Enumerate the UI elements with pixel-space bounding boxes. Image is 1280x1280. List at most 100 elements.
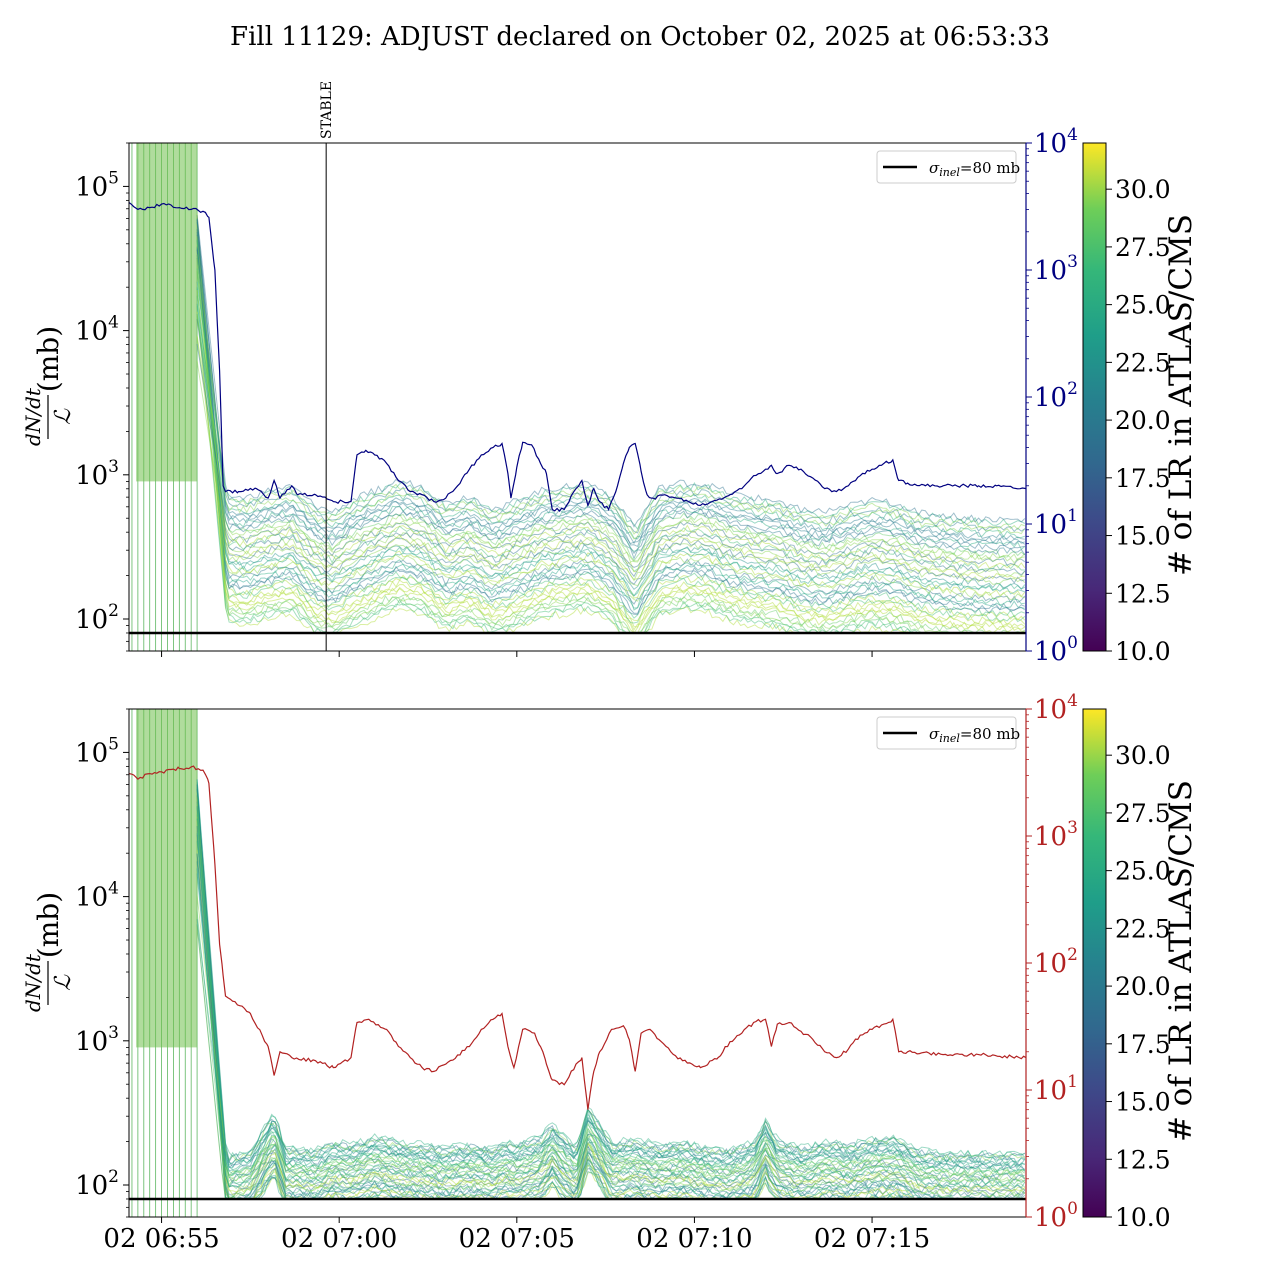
lr-trace — [196, 271, 1025, 619]
colorbar-label: # of LR in ATLAS/CMS — [1163, 214, 1199, 576]
lr-trace — [196, 818, 1025, 1169]
lr-trace — [196, 268, 1025, 572]
y-tick-label: 102 — [75, 1167, 119, 1201]
lr-trace — [196, 895, 1025, 1162]
lr-trace — [196, 826, 1026, 1192]
lr-trace — [196, 814, 1025, 1177]
lr-trace — [196, 281, 1026, 530]
colorbar-tick-label: 17.5 — [1115, 1030, 1171, 1059]
colorbar-tick-label: 12.5 — [1115, 579, 1171, 608]
lr-trace — [196, 239, 1025, 611]
lr-trace — [196, 783, 1026, 1184]
lr-trace — [196, 911, 1026, 1199]
lr-trace — [196, 318, 1026, 568]
legend-label: σinel=80 mb — [929, 159, 1020, 179]
lr-trace — [196, 853, 1026, 1171]
y-label-unit: (mb) — [32, 892, 65, 958]
top-colorbar: 10.0 12.5 15.0 17.5 20.0 22.5 25.0 27.5 30.0 # of… — [1082, 142, 1199, 666]
right-y-tick-label: 101 — [1034, 506, 1078, 540]
lr-trace — [196, 270, 1025, 580]
bottom-panel: 102 103 104 105 100 101 102 103 104 02 06:55 02 07… — [21, 691, 1078, 1254]
colorbar-tick-label: 27.5 — [1115, 233, 1171, 262]
lr-early-band — [136, 709, 198, 1048]
lr-trace — [196, 779, 1026, 1200]
lr-ensemble — [131, 709, 1026, 1217]
lr-trace — [196, 288, 1026, 597]
colorbar-gradient — [1082, 708, 1107, 1218]
right-axis-series-line — [129, 202, 1026, 513]
lr-trace — [196, 813, 1026, 1199]
lr-trace — [196, 336, 1026, 599]
lr-trace — [196, 785, 1026, 1168]
lr-trace — [196, 286, 1026, 624]
bottom-colorbar: 10.0 12.5 15.0 17.5 20.0 22.5 25.0 27.5 30.0 # of… — [1082, 708, 1199, 1232]
lr-trace — [196, 254, 1025, 535]
lr-trace — [196, 786, 1026, 1190]
y-tick-label: 103 — [75, 1023, 119, 1057]
lr-trace — [196, 832, 1025, 1158]
colorbar-tick-label: 30.0 — [1115, 741, 1171, 770]
lr-trace — [196, 794, 1026, 1181]
top-panel: STABLE 102 103 104 105 100 101 102 103 104 dN/dt ℒ (… — [21, 81, 1078, 667]
lr-trace — [196, 788, 1026, 1164]
lr-trace — [196, 224, 1026, 622]
lr-trace — [196, 215, 1025, 634]
lr-ensemble — [131, 143, 1026, 651]
colorbar-tick-label: 15.0 — [1115, 1088, 1171, 1117]
lr-trace — [196, 257, 1026, 591]
lr-trace — [196, 218, 1025, 597]
lr-trace — [196, 316, 1026, 562]
colorbar-tick-label: 12.5 — [1115, 1145, 1171, 1174]
x-tick-label: 02 07:10 — [636, 1224, 752, 1254]
y-tick-label: 104 — [75, 313, 119, 347]
x-tick-label: 02 07:05 — [459, 1224, 575, 1254]
legend-box — [876, 716, 1017, 750]
lr-trace — [196, 246, 1026, 616]
lr-trace — [196, 801, 1026, 1196]
lr-trace — [196, 796, 1025, 1178]
y-axis-label: dN/dt ℒ (mb) — [21, 326, 76, 446]
colorbar-tick-label: 15.0 — [1115, 522, 1171, 551]
lr-trace — [196, 218, 1025, 555]
lr-trace — [196, 789, 1026, 1189]
right-y-tick-label: 102 — [1034, 379, 1078, 413]
figure-title: Fill 11129: ADJUST declared on October 0… — [230, 22, 1050, 52]
colorbar-tick-label: 25.0 — [1115, 291, 1171, 320]
lr-trace — [196, 295, 1025, 634]
legend: σinel=80 mb — [876, 716, 1020, 750]
lr-trace — [196, 231, 1025, 545]
y-tick-label: 102 — [75, 601, 119, 635]
lr-trace — [196, 248, 1025, 545]
lr-trace — [196, 784, 1025, 1200]
colorbar-tick-label: 10.0 — [1115, 1203, 1171, 1232]
lr-trace — [196, 222, 1026, 605]
lr-trace — [196, 314, 1026, 552]
lr-trace — [196, 214, 1026, 528]
colorbar-tick-label: 22.5 — [1115, 348, 1171, 377]
lr-trace — [196, 236, 1026, 634]
x-tick-label: 02 06:55 — [103, 1224, 219, 1254]
lr-trace — [196, 830, 1025, 1200]
lr-trace — [196, 240, 1025, 609]
lr-trace — [196, 803, 1026, 1179]
lr-trace — [196, 335, 1025, 564]
y-label-unit: (mb) — [32, 326, 65, 392]
colorbar-tick-label: 30.0 — [1115, 175, 1171, 204]
lr-trace — [196, 235, 1026, 563]
y-label-denominator: ℒ — [51, 408, 76, 425]
y-axis-label: dN/dt ℒ (mb) — [21, 892, 76, 1012]
lr-trace — [196, 820, 1026, 1196]
colorbar-label: # of LR in ATLAS/CMS — [1163, 780, 1199, 1142]
lr-trace — [196, 850, 1026, 1193]
y-label-numerator: dN/dt — [21, 953, 45, 1012]
legend-box — [876, 150, 1017, 184]
colorbar-tick-label: 17.5 — [1115, 464, 1171, 493]
lr-trace — [196, 314, 1026, 540]
lr-trace — [196, 311, 1026, 635]
lr-trace — [196, 779, 1026, 1162]
colorbar-tick-label: 27.5 — [1115, 799, 1171, 828]
lr-trace — [196, 806, 1025, 1165]
colorbar-tick-label: 22.5 — [1115, 914, 1171, 943]
right-y-tick-label: 102 — [1034, 945, 1078, 979]
